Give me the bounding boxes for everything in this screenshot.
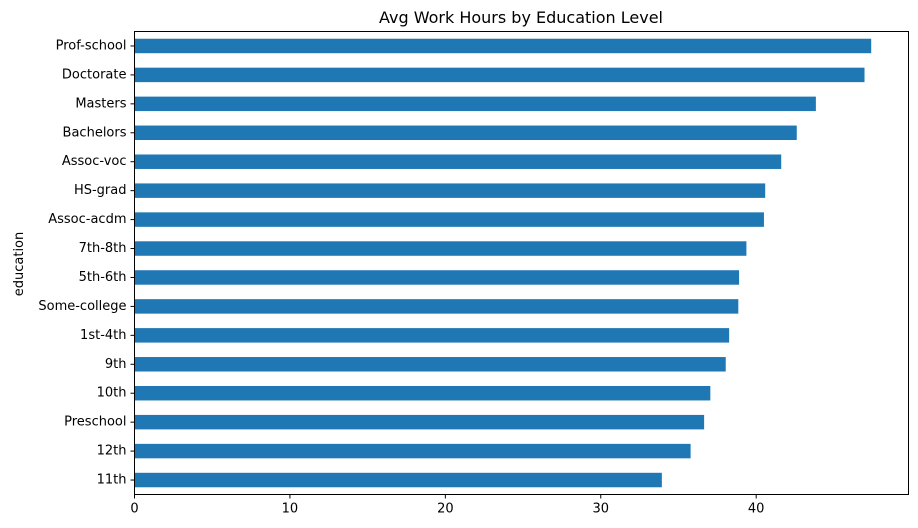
x-tick-label: 20 [437,502,454,517]
y-tick-label: Assoc-acdm [48,212,126,227]
bar-5th-6th [134,270,740,285]
bar-prof-school [134,38,872,54]
bar-hs-grad [134,183,766,198]
y-axis-label: education [12,232,27,297]
y-tick-label: Prof-school [56,38,127,53]
bar-masters [134,96,816,112]
bar-1st-4th [134,328,730,343]
y-tick-label: 11th [97,473,127,488]
bar-bachelors [134,125,797,141]
x-tick-label: 40 [748,502,765,517]
y-tick-label: Preschool [64,415,126,430]
bar-12th [134,443,691,459]
bars-group [134,38,872,488]
x-axis: 0 10 20 30 40 [130,494,765,517]
y-tick-label: Some-college [38,299,126,314]
y-tick-label: 9th [105,357,127,372]
y-tick-label: Doctorate [62,67,127,82]
y-tick-label: 5th-6th [79,270,127,285]
y-tick-label: 12th [97,444,127,459]
plot-frame [134,31,909,495]
bar-assoc-voc [134,154,782,169]
bar-7th-8th [134,241,747,256]
bar-preschool [134,414,705,430]
y-tick-label: Bachelors [63,125,127,140]
bar-doctorate [134,67,865,83]
y-tick-label: HS-grad [74,183,127,198]
x-tick-label: 30 [592,502,609,517]
y-tick-label: 10th [97,386,127,401]
chart-title: Avg Work Hours by Education Level [379,8,663,27]
bar-some-college [134,299,739,314]
y-axis: Prof-school Doctorate Masters Bachelors Asso… [38,38,135,488]
x-tick-label: 10 [282,502,299,517]
x-tick-label: 0 [130,502,138,517]
y-tick-label: Masters [75,96,126,111]
bar-9th [134,357,726,372]
y-tick-label: Assoc-voc [62,154,127,169]
bar-10th [134,385,711,401]
bar-assoc-acdm [134,212,764,227]
bar-11th [134,472,662,488]
y-tick-label: 1st-4th [80,328,126,343]
y-tick-label: 7th-8th [79,241,127,256]
